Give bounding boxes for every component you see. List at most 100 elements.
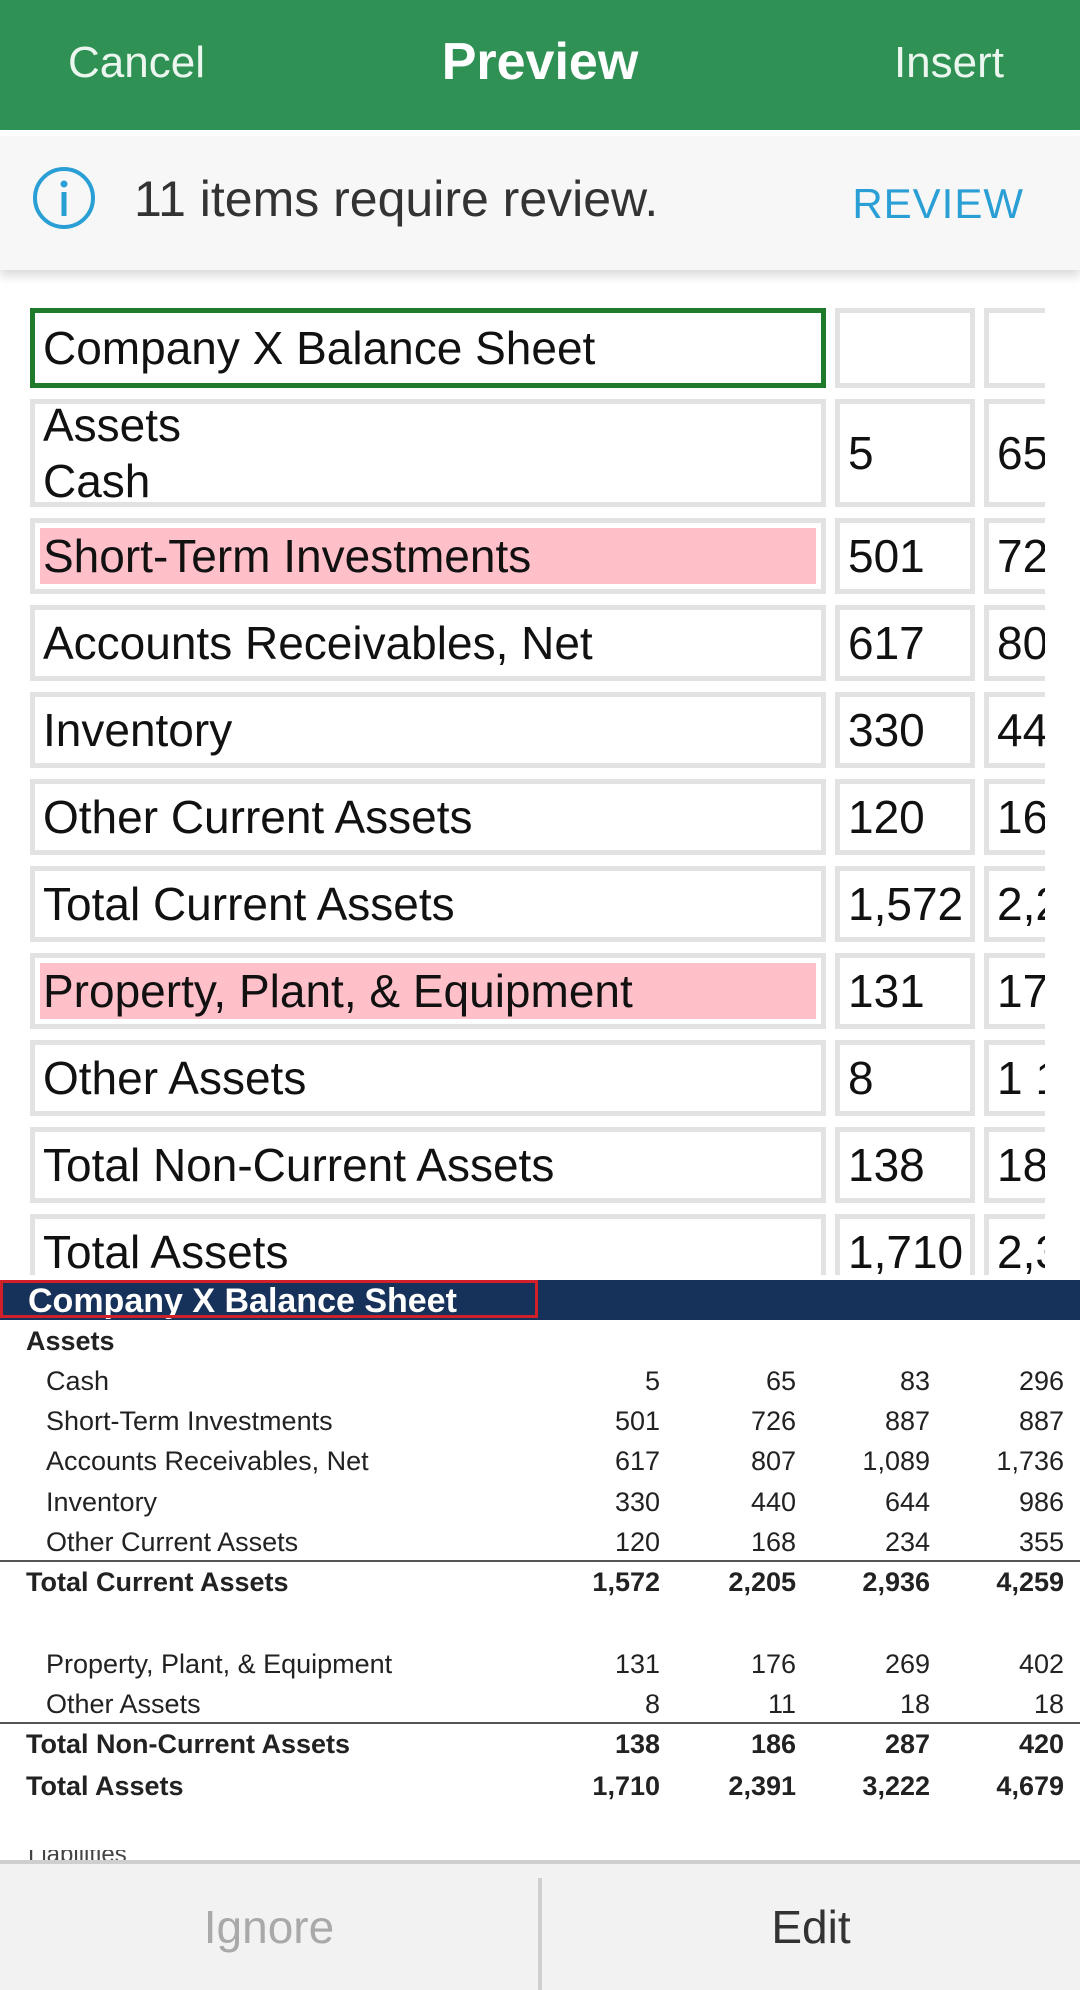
source-row-value: 234: [884, 1527, 930, 1557]
source-row: Short-Term Investments 501 726 887 887: [0, 1402, 1080, 1442]
grid-row[interactable]: Total Current Assets 1,572 2,2: [30, 866, 1050, 942]
extracted-table-grid[interactable]: Company X Balance Sheet Assets Cash 5 65 Sho…: [0, 300, 1080, 1275]
source-row-value: 138: [614, 1729, 660, 1759]
source-row-value: 1,710: [592, 1771, 660, 1801]
grid-cell-text: 330: [848, 704, 925, 756]
grid-cell-label[interactable]: Inventory: [30, 692, 826, 768]
grid-cell-label[interactable]: Accounts Receivables, Net: [30, 605, 826, 681]
review-highlight: [40, 528, 816, 584]
selection-highlight-box: [0, 1280, 538, 1318]
grid-cell-text: Assets Cash: [43, 399, 182, 507]
grid-cell-text: 1,572: [848, 878, 964, 930]
source-divider-line: [0, 1560, 1080, 1562]
grid-row[interactable]: Short-Term Investments 501 72: [30, 518, 1050, 594]
grid-row[interactable]: Other Current Assets 120 16: [30, 779, 1050, 855]
source-row-label: Total Non-Current Assets: [26, 1729, 351, 1759]
source-row-value: 355: [1018, 1527, 1064, 1557]
grid-cell-text: Other Current Assets: [43, 791, 473, 843]
grid-cell-value[interactable]: 617: [835, 605, 975, 681]
grid-cell-value[interactable]: 1,572: [835, 866, 975, 942]
grid-cell-value[interactable]: 2,3: [984, 1214, 1050, 1275]
grid-cell-value[interactable]: 18: [984, 1127, 1050, 1203]
grid-cell-text: 120: [848, 791, 925, 843]
grid-cell-label[interactable]: Other Assets: [30, 1040, 826, 1116]
grid-cell-label[interactable]: Other Current Assets: [30, 779, 826, 855]
grid-row[interactable]: Total Assets 1,710 2,3: [30, 1214, 1050, 1275]
source-title: Company X Balance Sheet: [28, 1282, 457, 1320]
top-app-bar: Cancel Preview Insert: [0, 0, 1080, 130]
grid-cell-label[interactable]: Total Current Assets: [30, 866, 826, 942]
grid-row[interactable]: Other Assets 8 1 1: [30, 1040, 1050, 1116]
source-row-label: Accounts Receivables, Net: [46, 1446, 369, 1476]
edit-button[interactable]: Edit: [771, 1901, 851, 1953]
grid-cell-text: Short-Term Investments: [43, 530, 532, 582]
grid-cell-value[interactable]: 44: [984, 692, 1050, 768]
review-button[interactable]: REVIEW: [852, 180, 1024, 227]
cancel-button[interactable]: Cancel: [68, 38, 205, 87]
grid-cell-text: 1 1: [997, 1052, 1050, 1104]
grid-cell-value[interactable]: 330: [835, 692, 975, 768]
grid-cell-value[interactable]: 501: [835, 518, 975, 594]
source-row-value: 617: [614, 1446, 660, 1476]
source-row-value: 168: [750, 1527, 796, 1557]
grid-cell-text: 44: [997, 704, 1049, 756]
grid-row[interactable]: Inventory 330 44: [30, 692, 1050, 768]
grid-cell-value[interactable]: 80: [984, 605, 1050, 681]
grid-cell-value[interactable]: 72: [984, 518, 1050, 594]
grid-cell-value[interactable]: 120: [835, 779, 975, 855]
source-section-heading: Assets: [0, 1322, 1080, 1362]
source-row-value: 440: [750, 1487, 796, 1517]
grid-cell-label[interactable]: Total Non-Current Assets: [30, 1127, 826, 1203]
grid-cell-value[interactable]: 138: [835, 1127, 975, 1203]
source-row: Inventory 330 440 644 986: [0, 1483, 1080, 1523]
source-image-preview: Company X Balance Sheet Assets Cash 5 65 83…: [0, 1278, 1080, 1860]
grid-row[interactable]: Total Non-Current Assets 138 18: [30, 1127, 1050, 1203]
grid-cell-label[interactable]: Assets Cash: [30, 399, 826, 507]
grid-cell-text: Accounts Receivables, Net: [43, 617, 593, 669]
grid-cell-label[interactable]: Total Assets: [30, 1214, 826, 1275]
action-divider: [538, 1878, 542, 1990]
source-row: Total Non-Current Assets 138 186 287 420: [0, 1725, 1080, 1765]
grid-row[interactable]: Property, Plant, & Equipment 131 17: [30, 953, 1050, 1029]
grid-cell-value[interactable]: 16: [984, 779, 1050, 855]
source-row-value: 287: [884, 1729, 930, 1759]
grid-cell-label[interactable]: Property, Plant, & Equipment: [30, 953, 826, 1029]
grid-cell-value[interactable]: [984, 308, 1050, 388]
source-row-label: Total Current Assets: [26, 1567, 289, 1597]
grid-cell-value[interactable]: 17: [984, 953, 1050, 1029]
grid-cell-value[interactable]: 8: [835, 1040, 975, 1116]
source-row-value: 644: [884, 1487, 930, 1517]
grid-cell-text: 1,710: [848, 1226, 964, 1275]
grid-cell-text: 2,3: [997, 1226, 1050, 1275]
grid-cell-label[interactable]: Short-Term Investments: [30, 518, 826, 594]
grid-cell-value[interactable]: 131: [835, 953, 975, 1029]
source-row-value: 186: [750, 1729, 796, 1759]
grid-row[interactable]: Accounts Receivables, Net 617 80: [30, 605, 1050, 681]
grid-cell-value[interactable]: 1,710: [835, 1214, 975, 1275]
grid-cell-text: Company X Balance Sheet: [43, 322, 596, 374]
source-row-value: 1,089: [862, 1446, 930, 1476]
review-banner: 11 items require review. REVIEW: [0, 136, 1080, 270]
grid-cell-value[interactable]: 65: [984, 399, 1050, 507]
grid-cell-value[interactable]: 1 1: [984, 1040, 1050, 1116]
ignore-button[interactable]: Ignore: [203, 1901, 335, 1953]
source-row: Property, Plant, & Equipment 131 176 269 402: [0, 1645, 1080, 1685]
insert-button[interactable]: Insert: [893, 38, 1004, 87]
grid-cell-text: 138: [848, 1139, 925, 1191]
source-row-value: 807: [750, 1446, 796, 1476]
source-row: Other Assets 8 11 18 18: [0, 1685, 1080, 1725]
grid-cell-value[interactable]: [835, 308, 975, 388]
source-row-value: 887: [884, 1406, 930, 1436]
source-row-value: 18: [1033, 1689, 1064, 1719]
grid-row[interactable]: Company X Balance Sheet: [30, 308, 1050, 388]
grid-cell-value[interactable]: 5: [835, 399, 975, 507]
grid-cell-text: 131: [848, 965, 925, 1017]
source-row-value: 83: [899, 1366, 930, 1396]
grid-cell-label[interactable]: Company X Balance Sheet: [30, 308, 826, 388]
grid-cell-text: 16: [997, 791, 1049, 843]
grid-cell-value[interactable]: 2,2: [984, 866, 1050, 942]
source-row-value: 2,391: [728, 1771, 796, 1801]
grid-cell-text: 80: [997, 617, 1049, 669]
source-row-label: Other Assets: [46, 1689, 201, 1719]
grid-row[interactable]: Assets Cash 5 65: [30, 399, 1050, 507]
